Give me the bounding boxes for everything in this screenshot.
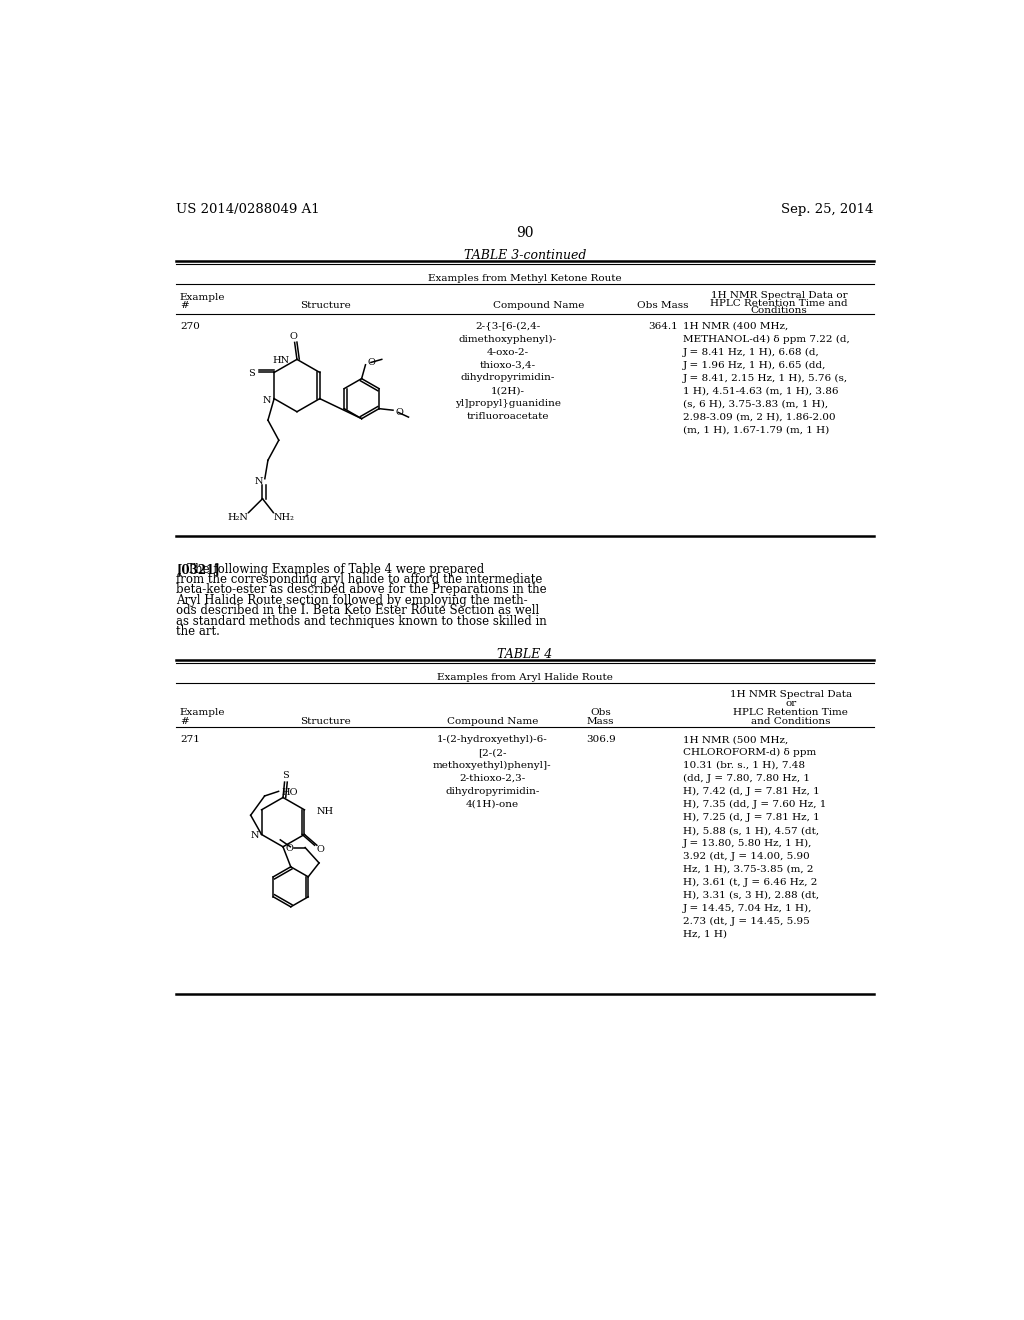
Text: beta-keto-ester as described above for the Preparations in the: beta-keto-ester as described above for t… <box>176 583 547 597</box>
Text: Examples from Methyl Ketone Route: Examples from Methyl Ketone Route <box>428 275 622 282</box>
Text: 270: 270 <box>180 322 200 330</box>
Text: Mass: Mass <box>587 718 614 726</box>
Text: Compound Name: Compound Name <box>494 301 585 310</box>
Text: HO: HO <box>282 788 298 796</box>
Text: 1H NMR (500 MHz,
CHLOROFORM-d) δ ppm
10.31 (br. s., 1 H), 7.48
(dd, J = 7.80, 7.: 1H NMR (500 MHz, CHLOROFORM-d) δ ppm 10.… <box>683 735 826 939</box>
Text: Examples from Aryl Halide Route: Examples from Aryl Halide Route <box>437 673 612 681</box>
Text: 1H NMR Spectral Data: 1H NMR Spectral Data <box>729 689 852 698</box>
Text: 2-{3-[6-(2,4-
dimethoxyphenyl)-
4-oxo-2-
thioxo-3,4-
dihydropyrimidin-
1(2H)-
yl: 2-{3-[6-(2,4- dimethoxyphenyl)- 4-oxo-2-… <box>455 322 561 421</box>
Text: NH₂: NH₂ <box>273 512 295 521</box>
Text: [0321]: [0321] <box>176 562 220 576</box>
Text: 90: 90 <box>516 226 534 240</box>
Text: HPLC Retention Time: HPLC Retention Time <box>733 708 848 717</box>
Text: 364.1: 364.1 <box>648 322 678 330</box>
Text: #: # <box>180 718 188 726</box>
Text: Conditions: Conditions <box>751 306 807 315</box>
Text: N: N <box>263 396 271 405</box>
Text: Aryl Halide Route section followed by employing the meth-: Aryl Halide Route section followed by em… <box>176 594 527 607</box>
Text: and Conditions: and Conditions <box>751 718 830 726</box>
Text: as standard methods and techniques known to those skilled in: as standard methods and techniques known… <box>176 615 547 627</box>
Text: TABLE 3-continued: TABLE 3-continued <box>464 249 586 263</box>
Text: NH: NH <box>316 807 334 816</box>
Text: US 2014/0288049 A1: US 2014/0288049 A1 <box>176 203 319 216</box>
Text: HPLC Retention Time and: HPLC Retention Time and <box>711 298 848 308</box>
Text: 1H NMR (400 MHz,
METHANOL-d4) δ ppm 7.22 (d,
J = 8.41 Hz, 1 H), 6.68 (d,
J = 1.9: 1H NMR (400 MHz, METHANOL-d4) δ ppm 7.22… <box>683 322 850 434</box>
Text: O: O <box>316 845 325 854</box>
Text: Sep. 25, 2014: Sep. 25, 2014 <box>781 203 873 216</box>
Text: N: N <box>254 478 263 486</box>
Text: HN: HN <box>272 356 290 366</box>
Text: S: S <box>248 368 255 378</box>
Text: H₂N: H₂N <box>227 512 248 521</box>
Text: Structure: Structure <box>300 718 351 726</box>
Text: Compound Name: Compound Name <box>446 718 538 726</box>
Text: Obs Mass: Obs Mass <box>637 301 688 310</box>
Text: Example: Example <box>180 293 225 302</box>
Text: O: O <box>368 358 376 367</box>
Text: Structure: Structure <box>300 301 351 310</box>
Text: O: O <box>290 331 298 341</box>
Text: TABLE 4: TABLE 4 <box>498 648 552 661</box>
Text: 271: 271 <box>180 735 200 744</box>
Text: 306.9: 306.9 <box>586 735 615 744</box>
Text: O: O <box>395 408 403 417</box>
Text: 1H NMR Spectral Data or: 1H NMR Spectral Data or <box>711 290 847 300</box>
Text: #: # <box>180 301 188 310</box>
Text: 1-(2-hydroxyethyl)-6-
[2-(2-
methoxyethyl)phenyl]-
2-thioxo-2,3-
dihydropyrimidi: 1-(2-hydroxyethyl)-6- [2-(2- methoxyethy… <box>433 735 552 809</box>
Text: The following Examples of Table 4 were prepared: The following Examples of Table 4 were p… <box>176 562 484 576</box>
Text: the art.: the art. <box>176 626 220 638</box>
Text: ods described in the I. Beta Keto Ester Route Section as well: ods described in the I. Beta Keto Ester … <box>176 605 540 618</box>
Text: N: N <box>250 832 259 841</box>
Text: from the corresponding aryl halide to afford the intermediate: from the corresponding aryl halide to af… <box>176 573 543 586</box>
Text: S: S <box>282 771 289 780</box>
Text: O: O <box>286 843 294 853</box>
Text: Obs: Obs <box>591 708 611 717</box>
Text: or: or <box>785 700 797 708</box>
Text: Example: Example <box>180 708 225 717</box>
